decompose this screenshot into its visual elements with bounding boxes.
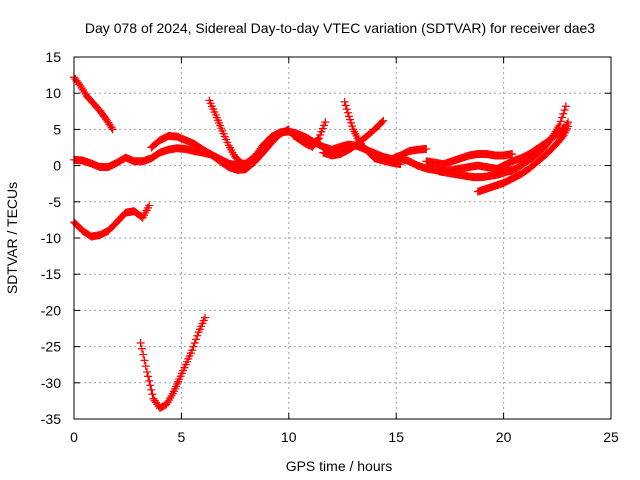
y-tick-label: -5 [49, 194, 62, 210]
x-tick-label: 10 [281, 429, 297, 445]
series-13 [473, 122, 573, 196]
series-7-markers [289, 118, 330, 151]
x-tick-label: 5 [178, 429, 186, 445]
series-9 [319, 116, 388, 160]
series-6 [136, 313, 210, 413]
series-9-markers [319, 116, 388, 160]
x-tick-label: 25 [603, 429, 619, 445]
y-tick-label: 5 [53, 121, 61, 137]
series-11 [422, 150, 517, 169]
y-tick-label: 0 [53, 158, 61, 174]
x-axis-label: GPS time / hours [286, 458, 393, 474]
series-14-markers [491, 118, 573, 174]
y-tick-label: 10 [45, 85, 61, 101]
y-tick-label: -25 [41, 339, 61, 355]
y-tick-label: -35 [41, 411, 61, 427]
data-points [70, 73, 573, 413]
x-tick-labels: 0 5 10 15 20 25 [70, 429, 619, 445]
y-tick-label: -20 [41, 302, 61, 318]
y-tick-label: 15 [45, 49, 61, 65]
y-tick-label: -10 [41, 230, 61, 246]
y-tick-labels: 15 10 5 0 -5 -10 -15 -20 -25 -30 -35 [41, 49, 61, 427]
series-3 [147, 125, 293, 174]
chart-title: Day 078 of 2024, Sidereal Day-to-day VTE… [85, 20, 595, 36]
y-axis-label: SDTVAR / TECUs [4, 182, 20, 294]
series-13-markers [473, 122, 573, 196]
series-4 [205, 96, 259, 169]
x-tick-label: 0 [70, 429, 78, 445]
y-tick-label: -30 [41, 375, 61, 391]
series-6-markers [136, 313, 210, 413]
x-tick-label: 20 [496, 429, 512, 445]
series-4-markers [205, 96, 259, 169]
x-tick-label: 15 [388, 429, 404, 445]
series-7 [289, 118, 330, 151]
series-8-markers [340, 97, 405, 169]
grid-lines [74, 57, 611, 419]
series-11-markers [422, 150, 517, 169]
series-14 [491, 118, 573, 174]
series-3-markers [147, 125, 293, 174]
y-tick-label: -15 [41, 266, 61, 282]
axis-ticks [73, 56, 612, 420]
series-8 [340, 97, 405, 169]
